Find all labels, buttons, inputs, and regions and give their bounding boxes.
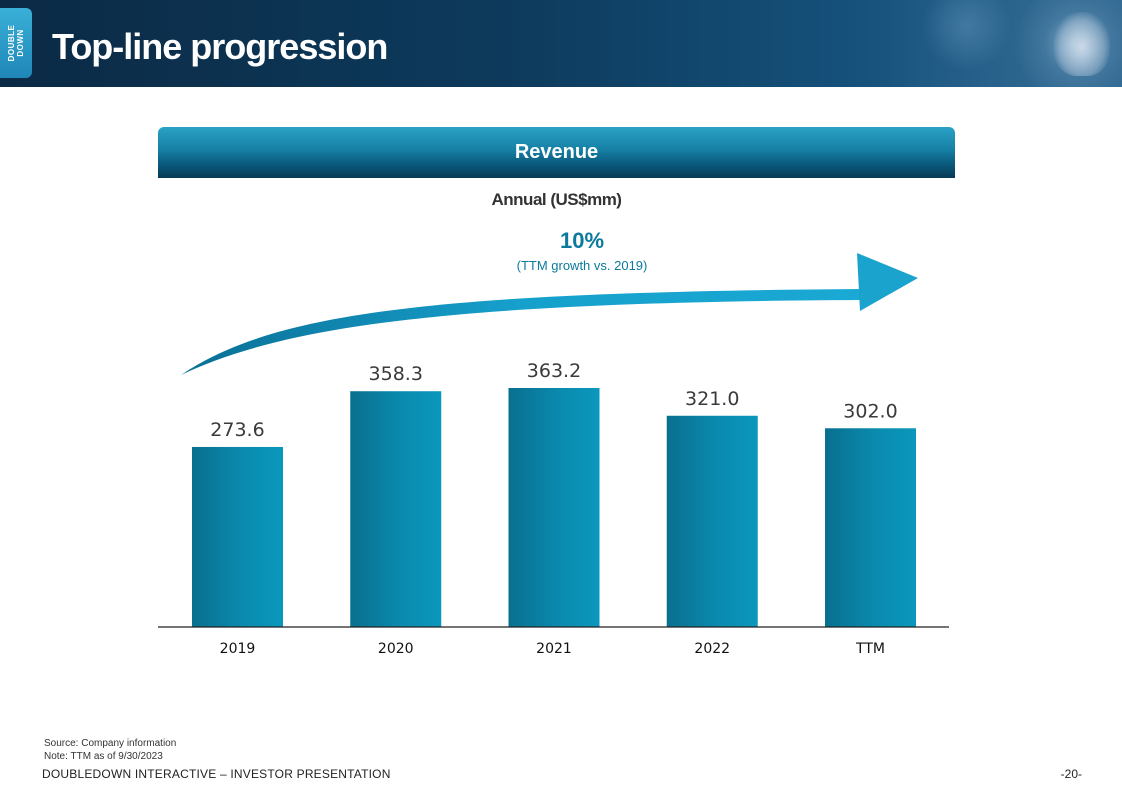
value-label-2019: 273.6 [210, 419, 264, 441]
source-note: Source: Company information [44, 738, 177, 749]
category-label-ttm: TTM [855, 641, 885, 657]
doubledown-logo: DOUBLE DOWN [0, 8, 32, 78]
value-label-2022: 321.0 [685, 388, 739, 410]
ttm-note: Note: TTM as of 9/30/2023 [44, 751, 163, 762]
footer-presentation-name: DOUBLEDOWN INTERACTIVE – INVESTOR PRESEN… [42, 767, 391, 781]
bar-2022 [666, 415, 758, 627]
bar-2019 [192, 446, 283, 627]
category-label-2020: 2020 [378, 641, 414, 657]
chart-subtitle: Annual (US$mm) [491, 190, 622, 209]
category-label-2021: 2021 [536, 641, 572, 657]
chart-title: Revenue [514, 141, 599, 163]
page-number: -20- [1060, 767, 1082, 781]
category-label-2019: 2019 [220, 641, 256, 657]
tiger-face-image [1054, 12, 1110, 76]
bar-2021 [508, 388, 600, 627]
value-label-ttm: 302.0 [843, 400, 897, 422]
growth-arrow [181, 253, 918, 375]
growth-percentage: 10% [559, 228, 605, 253]
page-title: Top-line progression [52, 26, 388, 67]
value-label-2020: 358.3 [369, 363, 423, 385]
bar-2020 [350, 391, 442, 627]
value-label-2021: 363.2 [527, 360, 581, 382]
growth-note: (TTM growth vs. 2019) [516, 258, 648, 273]
header-tiger-artwork [882, 0, 1122, 87]
chart-title-banner: Revenue [158, 127, 955, 178]
category-label-2022: 2022 [694, 641, 730, 657]
header-bar: DOUBLE DOWN Top-line progression [0, 0, 1122, 87]
bar-ttm [825, 428, 916, 627]
